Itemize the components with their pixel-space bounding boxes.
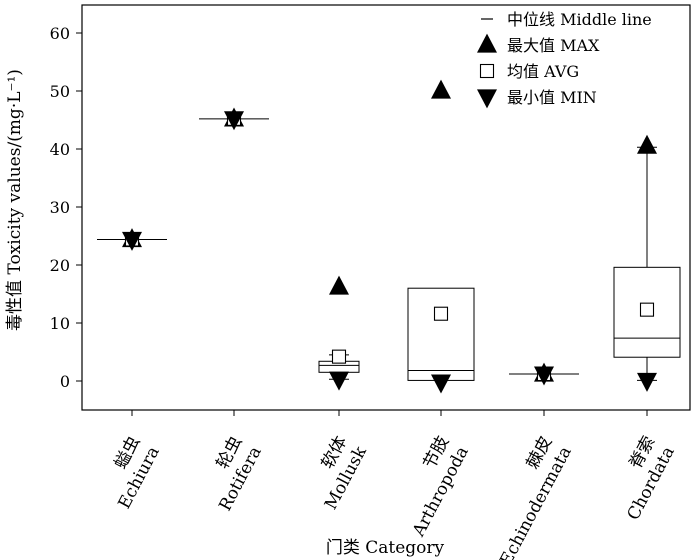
legend-label: 最小值 MIN (507, 88, 597, 107)
x-axis-title: 门类 Category (326, 538, 445, 558)
avg-marker (433, 306, 449, 321)
box-series (97, 79, 681, 394)
y-axis-title: 毒性值 Toxicity values/(mg·L⁻¹) (5, 69, 25, 331)
y-tick-label: 60 (50, 24, 70, 43)
box-echiura (97, 228, 167, 251)
legend-label: 中位线 Middle line (507, 10, 652, 29)
max-marker (329, 275, 349, 295)
max-marker (637, 134, 657, 154)
min-marker (534, 366, 554, 386)
avg-marker (331, 349, 347, 364)
min-marker (224, 111, 244, 131)
box-echinodermata (509, 362, 579, 386)
box-rotifera (199, 107, 269, 131)
avg-marker (639, 302, 655, 317)
y-tick-label: 40 (50, 140, 70, 159)
y-tick-label: 10 (50, 314, 70, 333)
box-arthropoda (407, 79, 475, 394)
legend-max-symbol (477, 33, 497, 53)
y-tick-label: 20 (50, 256, 70, 275)
legend: 中位线 Middle line 最大值 MAX 均值 AVG 最小值 MIN (477, 10, 652, 109)
min-marker (637, 372, 657, 392)
min-marker (431, 374, 451, 394)
y-axis: 0 10 20 30 40 50 60 (50, 24, 82, 391)
y-tick-label: 0 (60, 372, 70, 391)
legend-min-symbol (477, 89, 497, 109)
legend-label: 均值 AVG (507, 62, 579, 81)
min-marker (329, 371, 349, 391)
y-tick-label: 50 (50, 82, 70, 101)
min-marker (122, 231, 142, 251)
legend-avg-symbol (479, 63, 495, 79)
box-body (613, 266, 681, 358)
box-mollusk (318, 275, 360, 391)
max-marker (431, 79, 451, 99)
box-chordata (613, 134, 681, 392)
box-body (407, 287, 475, 381)
legend-label: 最大值 MAX (507, 36, 600, 55)
y-tick-label: 30 (50, 198, 70, 217)
plot-frame (81, 4, 691, 411)
